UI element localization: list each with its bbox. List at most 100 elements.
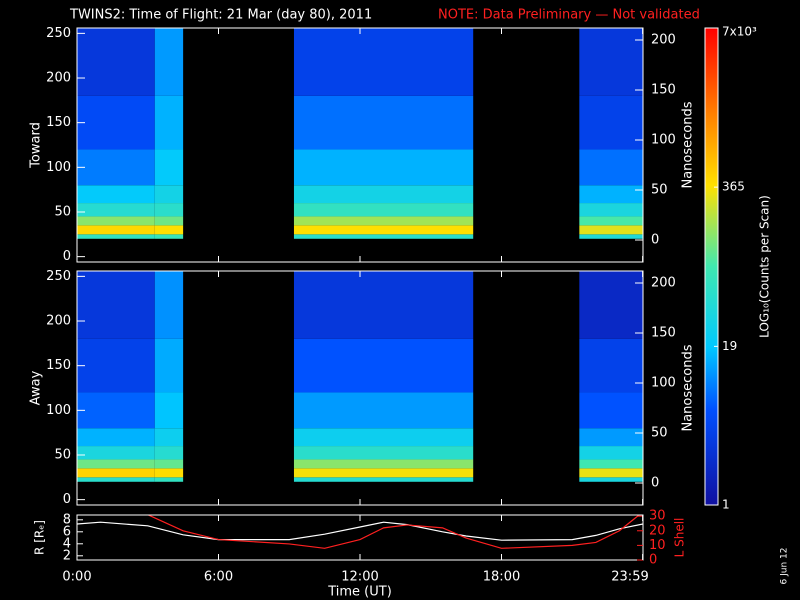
footer: 6 Jun 12 bbox=[780, 548, 790, 585]
spectrogram-cell bbox=[77, 428, 155, 447]
y-tick-label: 6 bbox=[63, 524, 71, 539]
y2-tick-label: 0 bbox=[651, 233, 659, 248]
spectrogram-cell bbox=[293, 477, 474, 482]
spectrogram-cell bbox=[293, 185, 474, 204]
spectrogram-cell bbox=[293, 271, 474, 339]
spectrogram-cell bbox=[293, 459, 474, 469]
x-axis-label: Time (UT) bbox=[327, 585, 392, 600]
spectrogram-cell bbox=[293, 428, 474, 447]
spectrogram-cell bbox=[293, 216, 474, 226]
spectrogram-cell bbox=[154, 468, 184, 478]
y-tick-label: 50 bbox=[54, 447, 71, 462]
y2-tick-label: 100 bbox=[651, 376, 676, 391]
x-tick-label: 6:00 bbox=[204, 570, 233, 585]
spectrogram-cell bbox=[293, 468, 474, 478]
y2-axis-label: Nanoseconds bbox=[681, 101, 696, 188]
y2-tick-label: 100 bbox=[651, 133, 676, 148]
spectrogram-cell bbox=[154, 95, 184, 150]
y2-axis-label: Nanoseconds bbox=[681, 344, 696, 431]
spectrogram-cell bbox=[77, 216, 155, 226]
spectrogram-cell bbox=[579, 271, 643, 339]
spectrogram-cell bbox=[77, 185, 155, 204]
spectrogram-cell bbox=[154, 234, 184, 239]
spectrogram-cell bbox=[579, 225, 643, 235]
y-tick-label: 200 bbox=[46, 71, 71, 86]
spectrogram-cell bbox=[293, 234, 474, 239]
y2-tick-label: 150 bbox=[651, 326, 676, 341]
spectrogram-cell bbox=[77, 225, 155, 235]
spectrogram-cell bbox=[579, 428, 643, 447]
spectrogram-cell bbox=[293, 95, 474, 150]
line-series bbox=[147, 515, 640, 549]
spectrogram-cell bbox=[579, 234, 643, 239]
chart-title: TWINS2: Time of Flight: 21 Mar (day 80),… bbox=[69, 8, 372, 23]
spectrogram-cell bbox=[154, 392, 184, 429]
y-tick-label: 8 bbox=[63, 512, 71, 527]
y2-tick-label: 0 bbox=[651, 476, 659, 491]
y-tick-label: 0 bbox=[63, 249, 71, 264]
y-tick-label: 250 bbox=[46, 269, 71, 284]
y2-tick-label: 50 bbox=[651, 426, 668, 441]
spectrogram-cell bbox=[579, 338, 643, 393]
spectrogram-cell bbox=[293, 225, 474, 235]
spectrogram-cell bbox=[77, 477, 155, 482]
x-tick-label: 23:59 bbox=[611, 570, 648, 585]
spectrogram-cell bbox=[154, 338, 184, 393]
spectrogram-cell bbox=[293, 338, 474, 393]
spectrogram-cell bbox=[579, 446, 643, 460]
y2-axis-label: L Shell bbox=[673, 518, 687, 558]
spectrogram-cell bbox=[154, 446, 184, 460]
colorbar-tick-label: 7x10³ bbox=[722, 25, 757, 39]
spectrogram-cell bbox=[293, 446, 474, 460]
x-tick-label: 18:00 bbox=[483, 570, 520, 585]
spectrogram-cell bbox=[77, 28, 155, 96]
y2-tick-label: 200 bbox=[651, 276, 676, 291]
y-tick-label: 0 bbox=[63, 492, 71, 507]
spectrogram-cell bbox=[154, 28, 184, 96]
y2-tick-label: 30 bbox=[649, 509, 666, 524]
colorbar-tick-label: 19 bbox=[722, 339, 737, 353]
spectrogram-cell bbox=[579, 392, 643, 429]
y2-tick-label: 150 bbox=[651, 83, 676, 98]
colorbar-tick-label: 365 bbox=[722, 180, 745, 194]
chart-subtitle: NOTE: Data Preliminary — Not validated bbox=[438, 8, 700, 23]
y-tick-label: 150 bbox=[46, 358, 71, 373]
spectrogram-cell bbox=[77, 271, 155, 339]
y-axis-label: Toward bbox=[29, 122, 44, 169]
y-tick-label: 200 bbox=[46, 314, 71, 329]
spectrogram-cell bbox=[77, 338, 155, 393]
y2-tick-label: 10 bbox=[649, 538, 666, 553]
spectrogram-cell bbox=[77, 149, 155, 186]
line-series bbox=[77, 521, 643, 541]
spectrogram-cell bbox=[293, 392, 474, 429]
y-tick-label: 250 bbox=[46, 26, 71, 41]
y-tick-label: 4 bbox=[63, 536, 71, 551]
spectrogram-cell bbox=[579, 459, 643, 469]
spectrogram-cell bbox=[579, 203, 643, 217]
y-axis-label: Away bbox=[29, 370, 44, 405]
spectrogram-cell bbox=[154, 459, 184, 469]
spectrogram-cell bbox=[154, 477, 184, 482]
spectrogram-cell bbox=[293, 149, 474, 186]
spectrogram-cell bbox=[154, 216, 184, 226]
spectrogram-cell bbox=[293, 203, 474, 217]
y2-tick-label: 0 bbox=[649, 553, 657, 568]
spectrogram-cell bbox=[293, 28, 474, 96]
spectrogram-cell bbox=[579, 149, 643, 186]
y-axis-label: R [Rₑ] bbox=[33, 520, 47, 555]
spectrogram-cell bbox=[579, 216, 643, 226]
spectrogram-cell bbox=[579, 28, 643, 96]
y-tick-label: 2 bbox=[63, 548, 71, 563]
y2-tick-label: 50 bbox=[651, 183, 668, 198]
spectrogram-cell bbox=[154, 225, 184, 235]
spectrogram-cell bbox=[154, 185, 184, 204]
y-tick-label: 100 bbox=[46, 160, 71, 175]
spectrogram-cell bbox=[154, 271, 184, 339]
colorbar-label: LOG₁₀(Counts per Scan) bbox=[758, 195, 772, 338]
spectrogram-cell bbox=[579, 468, 643, 478]
spectrogram-cell bbox=[77, 468, 155, 478]
spectrogram-cell bbox=[154, 428, 184, 447]
spectrogram-cell bbox=[77, 203, 155, 217]
colorbar bbox=[704, 27, 719, 506]
